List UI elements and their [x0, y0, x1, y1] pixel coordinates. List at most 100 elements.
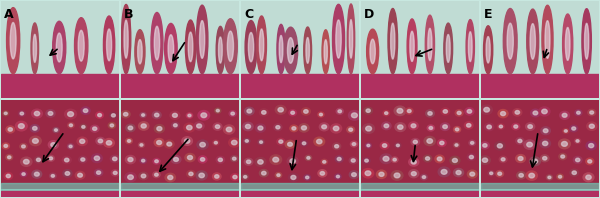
Circle shape [435, 155, 444, 163]
Circle shape [365, 126, 371, 131]
Circle shape [424, 136, 436, 146]
Circle shape [20, 157, 32, 166]
Circle shape [258, 160, 263, 164]
Circle shape [455, 110, 463, 116]
Circle shape [32, 127, 37, 130]
Circle shape [352, 143, 356, 146]
Circle shape [80, 124, 86, 130]
Circle shape [128, 157, 133, 162]
Circle shape [124, 112, 128, 116]
Circle shape [92, 154, 102, 163]
Circle shape [32, 139, 38, 143]
Circle shape [397, 144, 400, 147]
Circle shape [516, 138, 524, 144]
Ellipse shape [185, 20, 196, 74]
Circle shape [515, 110, 520, 114]
Circle shape [322, 125, 326, 129]
Circle shape [215, 125, 220, 129]
Circle shape [218, 158, 223, 162]
Circle shape [22, 145, 25, 148]
Circle shape [141, 124, 146, 128]
Circle shape [139, 122, 149, 130]
Ellipse shape [527, 9, 539, 74]
Circle shape [482, 158, 488, 162]
Circle shape [304, 175, 311, 180]
Circle shape [513, 109, 522, 116]
Circle shape [470, 172, 475, 176]
Circle shape [321, 159, 328, 165]
Circle shape [301, 140, 308, 146]
Circle shape [32, 170, 41, 178]
Text: A: A [4, 8, 14, 21]
Circle shape [197, 140, 208, 149]
Circle shape [517, 172, 526, 179]
Circle shape [457, 111, 461, 114]
Circle shape [141, 174, 146, 178]
Circle shape [349, 157, 357, 164]
Circle shape [570, 125, 578, 132]
Circle shape [484, 107, 490, 112]
Circle shape [196, 171, 207, 180]
Circle shape [229, 138, 240, 147]
Ellipse shape [469, 32, 472, 62]
Circle shape [168, 175, 173, 180]
Bar [241, 183, 359, 193]
Ellipse shape [530, 24, 535, 59]
Circle shape [2, 143, 10, 149]
Circle shape [113, 157, 117, 161]
Circle shape [393, 158, 397, 161]
Circle shape [125, 155, 136, 164]
Circle shape [229, 111, 236, 116]
Circle shape [154, 138, 164, 147]
Circle shape [575, 110, 582, 116]
Circle shape [382, 144, 387, 147]
Circle shape [49, 141, 58, 149]
Ellipse shape [391, 23, 395, 59]
Circle shape [334, 126, 339, 131]
Ellipse shape [78, 30, 84, 61]
Ellipse shape [277, 24, 285, 74]
Circle shape [81, 158, 85, 161]
Ellipse shape [248, 32, 254, 62]
Circle shape [541, 155, 549, 162]
Circle shape [437, 157, 442, 161]
Circle shape [465, 108, 474, 115]
Circle shape [94, 156, 100, 160]
Circle shape [411, 124, 416, 128]
Circle shape [233, 175, 237, 179]
Circle shape [411, 139, 419, 145]
Circle shape [319, 123, 329, 131]
Circle shape [314, 137, 325, 146]
Circle shape [469, 155, 473, 159]
Circle shape [480, 156, 490, 165]
Circle shape [574, 156, 582, 164]
Circle shape [53, 128, 59, 132]
Circle shape [16, 121, 27, 131]
Circle shape [140, 144, 143, 146]
Circle shape [292, 127, 296, 130]
Circle shape [112, 114, 115, 117]
Circle shape [583, 173, 594, 182]
FancyBboxPatch shape [0, 99, 121, 188]
Circle shape [424, 155, 431, 162]
Circle shape [79, 156, 87, 163]
Circle shape [50, 173, 56, 179]
Circle shape [244, 138, 250, 144]
Ellipse shape [486, 37, 490, 63]
Ellipse shape [322, 30, 329, 74]
Circle shape [455, 144, 458, 146]
Circle shape [216, 156, 224, 163]
Circle shape [487, 125, 491, 129]
Circle shape [126, 138, 133, 144]
Circle shape [586, 141, 596, 150]
Ellipse shape [121, 5, 131, 74]
Circle shape [497, 124, 504, 129]
Ellipse shape [425, 15, 434, 74]
Circle shape [154, 125, 164, 133]
Circle shape [304, 110, 308, 113]
Circle shape [443, 125, 448, 129]
Circle shape [20, 112, 23, 115]
Bar [1, 74, 119, 98]
Circle shape [110, 155, 119, 163]
Circle shape [548, 176, 551, 179]
